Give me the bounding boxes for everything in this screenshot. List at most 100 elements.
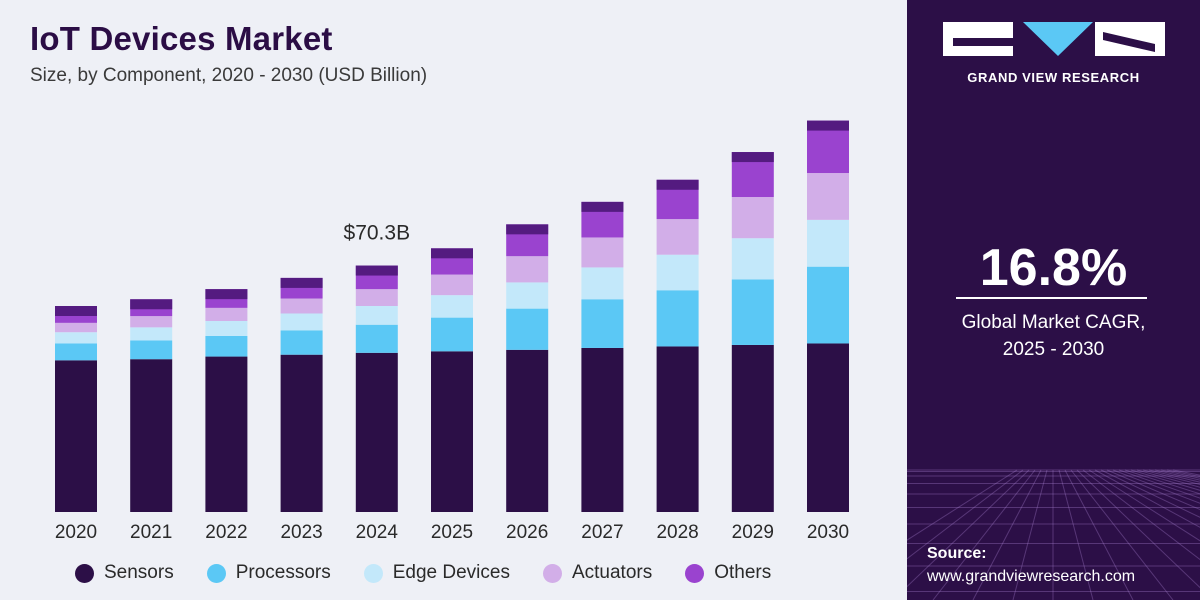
bar-segment-edge-devices-2020 [55,332,97,344]
bar-segment-actuators-2023 [280,298,323,314]
legend-item-actuators: Actuators [542,562,653,584]
cagr-divider [956,297,1147,299]
bar-segment-sensors-2024 [355,352,398,512]
bar-segment-processors-2022 [205,335,248,357]
bar-cap-2025 [431,248,473,259]
grid-line [1160,469,1200,479]
bar-segment-edge-devices-2023 [280,313,323,331]
bar-segment-actuators-2024 [355,289,398,306]
grid-line [907,469,1018,541]
cagr-label-line2: 2025 - 2030 [1002,339,1105,360]
bar-segment-sensors-2030 [807,343,849,512]
bar-segment-processors-2023 [280,330,323,355]
bar-cap-2030 [807,120,849,131]
bar-cap-2022 [205,289,248,300]
chart-title: IoT Devices Market [30,20,333,57]
bar-segment-edge-devices-2030 [807,219,849,267]
x-tick-label-2021: 2021 [130,522,172,543]
x-tick-label-2030: 2030 [807,522,849,543]
bar-segment-actuators-2030 [807,173,849,220]
bar-segment-actuators-2026 [506,256,549,283]
legend-swatch-others [685,563,705,583]
bar-segment-edge-devices-2022 [205,320,248,336]
bar-segment-processors-2029 [731,279,774,345]
grid-line [1070,469,1174,600]
legend-swatch-edge-devices [363,563,383,583]
bar-segment-processors-2024 [355,324,398,353]
bar-segment-actuators-2020 [55,322,97,333]
grid-line [1094,469,1200,528]
bar-segment-edge-devices-2021 [130,327,173,341]
bar-segment-processors-2027 [581,299,624,348]
grid-line [1106,469,1200,511]
bar-cap-2029 [731,152,774,163]
bar-cap-2020 [55,306,97,316]
grid-line [1100,469,1200,518]
bar-segment-processors-2021 [130,340,173,360]
legend-swatch-sensors [75,563,94,583]
grid-line [1166,469,1200,478]
legend-item-processors: Processors [206,562,331,584]
grid-line [1082,469,1200,561]
bar-segment-sensors-2026 [506,349,549,512]
bar-segment-sensors-2021 [130,359,173,512]
bar-segment-processors-2026 [506,308,549,350]
bar-cap-2028 [656,179,699,190]
x-tick-label-2026: 2026 [506,522,548,543]
bar-segment-processors-2025 [431,317,473,352]
grid-line [1012,469,1048,600]
bar-segment-processors-2030 [807,266,849,344]
bar-segment-actuators-2029 [731,197,774,239]
grid-line [1058,469,1094,600]
source-label: Source: [927,545,987,562]
bar-cap-2023 [280,277,323,288]
bar-segment-edge-devices-2029 [731,238,774,280]
source-link[interactable]: www.grandviewresearch.com [927,568,1136,585]
data-label-2024: $70.3B [344,222,411,245]
stacked-bar-chart: 2020 2021 2022 2023 2024 $70.3B 2025 2026 2027 20… [55,120,849,543]
x-tick-label-2022: 2022 [205,522,247,543]
x-tick-label-2024: 2024 [356,522,399,543]
chart-legend: Sensors Processors Edge Devices Actuator… [75,562,804,584]
grid-line [907,469,1030,588]
decorative-grid [907,469,1200,600]
bar-segment-actuators-2028 [656,219,699,255]
grid-line [1064,469,1134,600]
legend-label-edge-devices: Edge Devices [392,562,510,583]
bar-segment-actuators-2027 [581,237,624,268]
bar-segment-sensors-2020 [55,360,97,512]
x-tick-label-2027: 2027 [581,522,623,543]
grid-line [907,469,1024,560]
grid-line [1076,469,1200,589]
bar-cap-2021 [130,299,173,310]
x-tick-label-2028: 2028 [656,522,698,543]
legend-label-others: Others [714,562,772,583]
bar-cap-2027 [581,201,624,212]
bar-segment-actuators-2021 [130,316,173,328]
sidebar-panel: GRAND VIEW RESEARCH 16.8% Global Market … [907,0,1200,600]
legend-item-edge-devices: Edge Devices [363,562,510,584]
gvr-logo [943,22,1165,56]
x-tick-label-2020: 2020 [55,522,97,543]
bar-segment-actuators-2022 [205,307,248,321]
bar-segment-sensors-2022 [205,356,248,512]
bar-segment-sensors-2029 [731,344,774,512]
legend-label-actuators: Actuators [571,562,653,583]
chart-subtitle: Size, by Component, 2020 - 2030 (USD Bil… [30,65,428,86]
grid-line [972,469,1042,600]
grid-line [1112,469,1200,504]
bar-segment-edge-devices-2024 [355,306,398,325]
bar-segment-processors-2020 [55,343,97,361]
bar-segment-edge-devices-2028 [656,254,699,291]
legend-item-others: Others [685,562,771,584]
grid-line [932,469,1036,600]
legend-item-sensors: Sensors [75,562,174,584]
grid-line [1124,469,1200,495]
bar-segment-actuators-2025 [431,274,473,296]
chart-panel: IoT Devices Market Size, by Component, 2… [30,20,850,584]
legend-swatch-processors [206,563,226,583]
cagr-label: Global Market CAGR, 2025 - 2030 [907,309,1200,363]
legend-label-processors: Processors [235,562,331,583]
bar-cap-2026 [506,224,549,235]
cagr-value: 16.8% [979,239,1128,297]
